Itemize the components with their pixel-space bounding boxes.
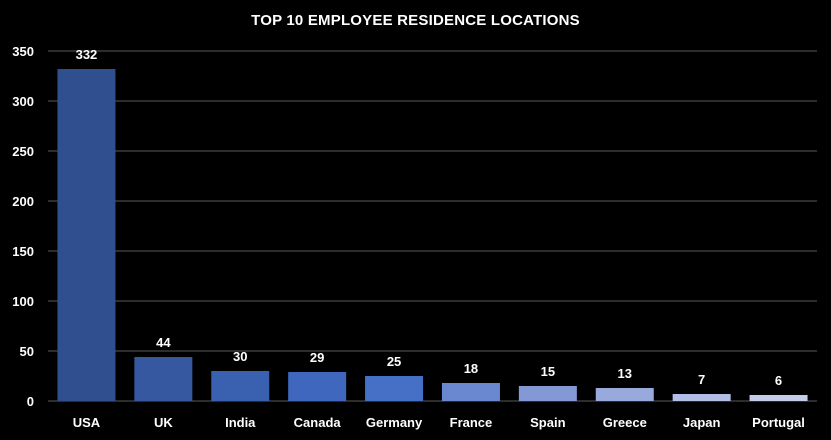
y-tick-label: 300 [12,94,34,109]
data-label: 25 [387,354,401,369]
bar [211,371,270,401]
bar [518,386,577,401]
x-tick-label: Germany [366,415,423,430]
data-label: 332 [76,47,98,62]
bar [365,376,424,401]
x-tick-label: Greece [603,415,647,430]
bar [288,372,347,401]
data-label: 29 [310,350,324,365]
bar [57,69,116,401]
data-label: 6 [775,373,782,388]
bar [749,395,808,401]
data-label: 15 [541,364,555,379]
x-tick-label: UK [154,415,173,430]
data-label: 44 [156,335,171,350]
y-tick-label: 200 [12,194,34,209]
bar [595,388,654,401]
x-tick-label: India [225,415,256,430]
y-tick-label: 150 [12,244,34,259]
y-tick-label: 100 [12,294,34,309]
chart-title: TOP 10 EMPLOYEE RESIDENCE LOCATIONS [251,12,580,29]
x-tick-label: Spain [530,415,565,430]
y-tick-label: 0 [27,394,34,409]
y-tick-label: 50 [20,344,34,359]
x-tick-label: Canada [294,415,342,430]
x-tick-label: France [450,415,493,430]
data-label: 7 [698,372,705,387]
y-tick-label: 350 [12,44,34,59]
bar [672,394,731,401]
data-label: 13 [618,366,632,381]
bar [441,383,500,401]
x-tick-label: Japan [683,415,721,430]
x-tick-label: USA [73,415,101,430]
bar [134,357,193,401]
y-tick-label: 250 [12,144,34,159]
data-label: 30 [233,349,247,364]
data-label: 18 [464,361,478,376]
x-tick-label: Portugal [752,415,805,430]
